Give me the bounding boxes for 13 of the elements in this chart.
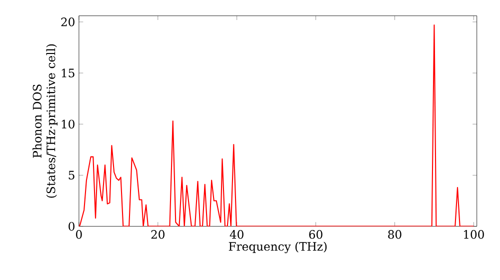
y-tick-label: 10 (62, 120, 74, 128)
y-tick-label: 15 (62, 68, 74, 78)
x-tick-label: 100 (464, 230, 484, 239)
x-tick-label: 60 (309, 230, 322, 239)
x-tick-label: 40 (230, 230, 244, 239)
x-tick-label: 20 (151, 230, 164, 239)
y-tick-label: 0 (68, 222, 74, 231)
x-axis-title: Frequency (THz) (228, 242, 327, 254)
y-tick-label: 20 (61, 18, 74, 26)
y-axis-title: Phonon DOS (States/THz·primitive cell) (32, 44, 58, 198)
y-tick-label: 5 (68, 170, 74, 180)
x-tick-label: 0 (76, 230, 82, 239)
x-tick-label: 80 (388, 230, 402, 239)
